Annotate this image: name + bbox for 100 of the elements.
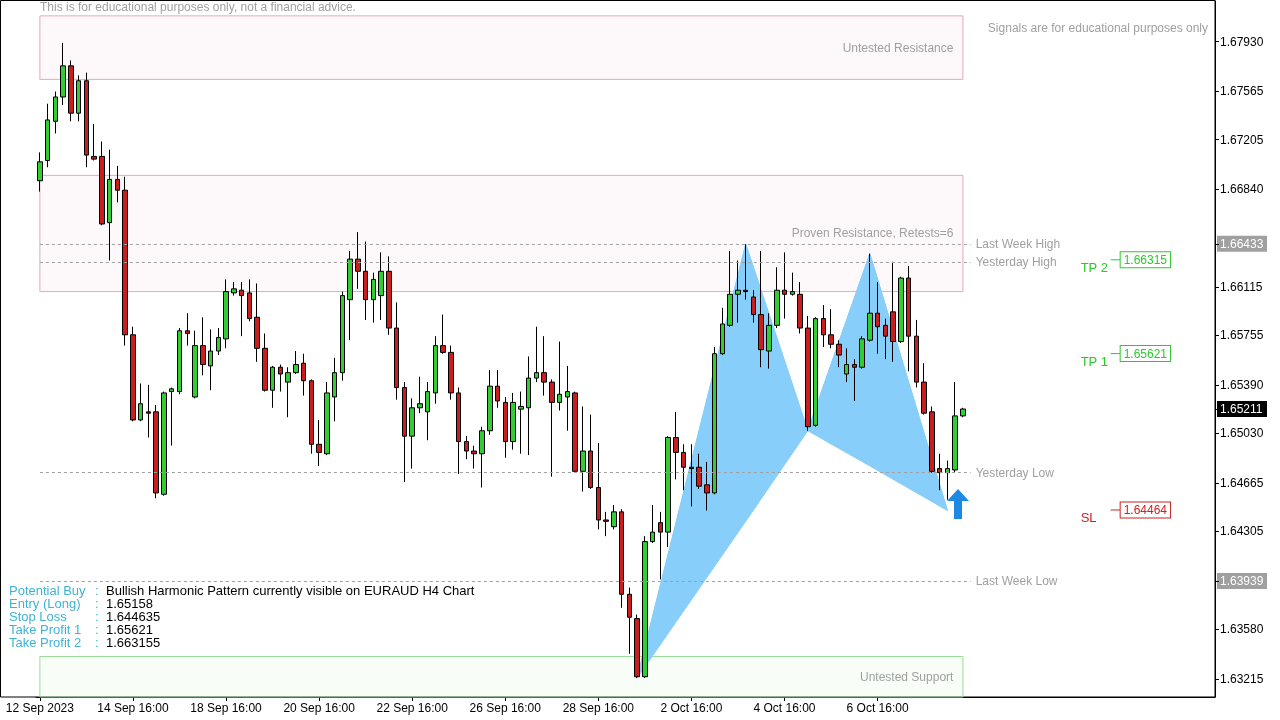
candlestick <box>115 165 120 203</box>
annotation: This is for educational purposes only, not a financial advice. <box>40 0 356 14</box>
x-tick-label: 6 Oct 16:00 <box>846 701 909 715</box>
band-label: Untested Resistance <box>842 40 954 55</box>
candlestick <box>596 442 601 530</box>
x-tick-label: 28 Sep 16:00 <box>562 701 635 715</box>
candlestick <box>534 326 539 383</box>
candlestick <box>216 327 221 356</box>
annotation: TP 2 <box>1080 260 1108 276</box>
candlestick <box>735 259 741 324</box>
candlestick <box>448 345 454 401</box>
x-tick-label: 22 Sep 16:00 <box>376 701 449 715</box>
candlestick <box>332 357 337 422</box>
candlestick <box>650 504 655 544</box>
candlestick <box>53 91 58 134</box>
ref-line-label: Yesterday High <box>975 254 1057 269</box>
candlestick <box>60 42 66 106</box>
candlestick <box>603 511 609 537</box>
x-tick-label: 14 Sep 16:00 <box>97 701 169 715</box>
candlestick <box>914 319 919 389</box>
y-tick-label: 1.63580 <box>1220 622 1264 637</box>
y-tick-label: 1.67930 <box>1220 34 1264 49</box>
candlestick <box>161 391 167 497</box>
candlestick <box>611 504 617 530</box>
candlestick <box>526 355 531 456</box>
y-tick-label: 1.64665 <box>1220 475 1264 490</box>
candlestick <box>138 382 143 422</box>
x-tick-label: 12 Sep 2023 <box>5 701 75 715</box>
candlestick <box>471 445 477 470</box>
candlestick <box>875 281 880 355</box>
candlestick <box>479 426 485 489</box>
candlestick <box>580 405 586 493</box>
candlestick <box>852 358 857 402</box>
candlestick <box>627 587 632 655</box>
x-tick-label: 20 Sep 16:00 <box>283 701 356 715</box>
candlestick <box>347 250 353 341</box>
candlestick <box>774 266 780 329</box>
candlestick <box>921 362 927 416</box>
candlestick <box>254 282 260 363</box>
candlestick <box>665 435 671 548</box>
annotation: Entry (Long) : 1.65158 <box>9 596 153 611</box>
candlestick <box>394 301 399 401</box>
annotation: Potential Buy : Bullish Harmonic Pattern currently visible on EURAUD H4 Chart <box>9 583 475 598</box>
candlestick <box>890 261 896 363</box>
y-tick-label: 1.63939 <box>1220 573 1264 588</box>
annotation: 1.66315 <box>1123 252 1168 267</box>
candlestick <box>844 347 849 383</box>
candlestick <box>743 243 748 301</box>
candlestick <box>712 346 717 495</box>
candlestick <box>37 151 43 193</box>
candlestick <box>766 312 772 370</box>
candlestick <box>495 369 500 409</box>
candlestick <box>309 378 314 455</box>
candlestick <box>464 435 469 460</box>
y-tick-label: 1.63215 <box>1220 671 1264 686</box>
y-tick-label: 1.67565 <box>1220 83 1264 98</box>
band-label: Proven Resistance, Retests=6 <box>791 226 954 241</box>
candlestick <box>821 304 826 348</box>
candlestick <box>681 443 686 491</box>
candlestick <box>402 381 407 483</box>
candlestick <box>689 443 694 507</box>
candlestick <box>898 276 904 344</box>
candlestick <box>720 307 725 356</box>
candlestick <box>937 453 942 491</box>
candlestick <box>673 411 679 480</box>
y-tick-label: 1.65390 <box>1220 377 1264 392</box>
y-tick-label: 1.67205 <box>1220 132 1264 147</box>
candlestick <box>386 255 392 336</box>
candlestick <box>945 460 950 501</box>
annotation: Signals are for educational purposes only <box>987 21 1208 35</box>
ref-line-label: Yesterday Low <box>975 465 1055 480</box>
candlestick <box>200 316 206 376</box>
candlestick <box>541 335 547 397</box>
candlestick <box>805 315 811 432</box>
candlestick <box>929 405 935 474</box>
annotation: 1.64464 <box>1123 502 1168 517</box>
candlestick <box>363 241 368 321</box>
candlestick <box>45 103 50 168</box>
candlestick <box>378 251 384 321</box>
candlestick <box>223 278 229 349</box>
candlestick <box>696 453 702 490</box>
candlestick <box>883 318 888 360</box>
y-tick-label: 1.65211 <box>1220 402 1263 416</box>
ref-line-label: Last Week High <box>975 236 1061 251</box>
y-tick-label: 1.65755 <box>1220 328 1264 343</box>
candlestick <box>758 250 764 368</box>
candlestick <box>836 339 842 368</box>
candlestick <box>642 535 648 679</box>
candlestick <box>797 281 803 334</box>
candlestick <box>247 278 252 322</box>
candlestick <box>859 335 865 370</box>
candlestick <box>316 419 322 467</box>
candlestick <box>146 384 151 439</box>
y-tick-label: 1.65030 <box>1220 426 1264 441</box>
candlestick <box>177 327 182 395</box>
y-tick-label: 1.66840 <box>1220 181 1264 196</box>
candlestick <box>68 59 74 122</box>
candlestick <box>510 392 516 451</box>
candlestick <box>588 414 593 490</box>
x-tick-label: 2 Oct 16:00 <box>660 701 723 715</box>
